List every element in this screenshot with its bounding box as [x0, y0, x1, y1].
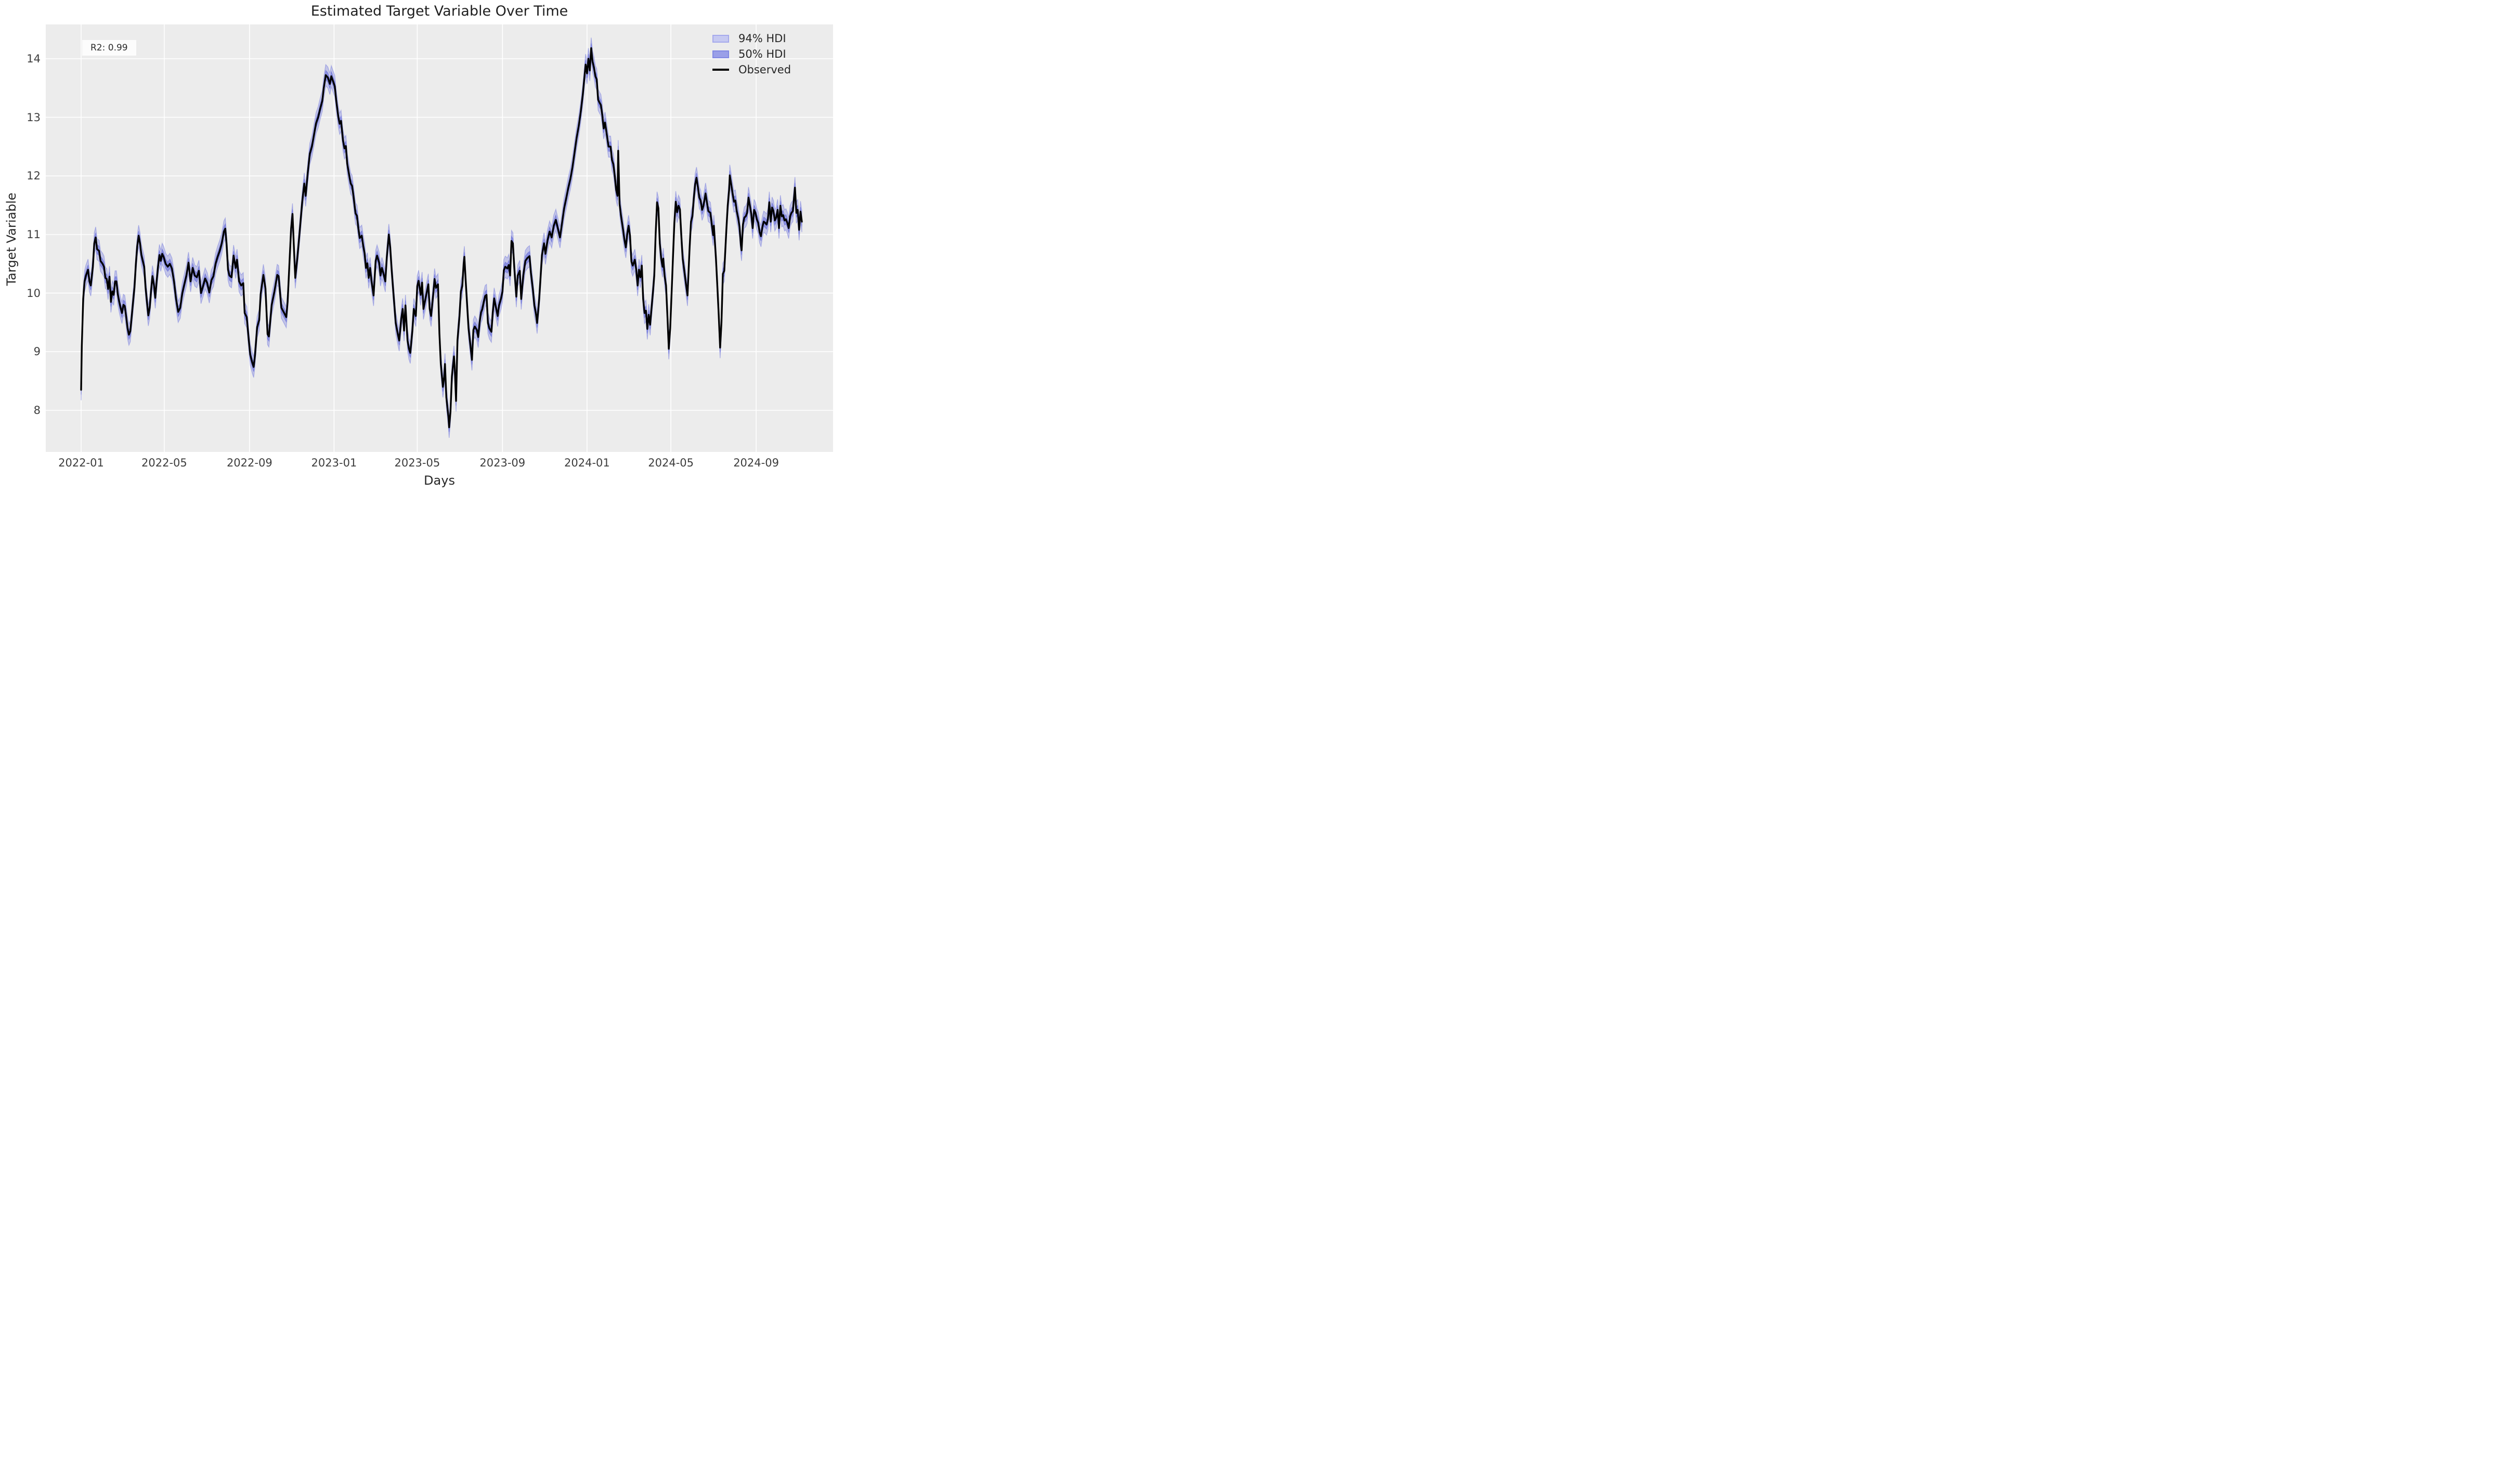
plot-svg [46, 24, 833, 452]
x-tick-label: 2023-01 [311, 457, 357, 469]
x-tick-label: 2024-01 [564, 457, 610, 469]
x-tick-label: 2022-01 [58, 457, 104, 469]
y-tick-label: 10 [27, 287, 41, 300]
observed-line-swatch-icon [712, 66, 729, 74]
y-tick-label: 11 [27, 228, 41, 241]
x-axis-label: Days [424, 473, 455, 488]
x-tick-label: 2022-09 [226, 457, 272, 469]
y-tick-label: 14 [27, 52, 41, 65]
figure: Estimated Target Variable Over Time Targ… [0, 0, 840, 494]
x-tick-label: 2023-05 [394, 457, 440, 469]
y-axis-label: Target Variable [4, 192, 19, 286]
y-tick-label: 9 [33, 345, 41, 358]
r2-annotation: R2: 0.99 [82, 40, 136, 56]
legend: 94% HDI 50% HDI Observed [712, 31, 791, 77]
plot-area: R2: 0.99 94% HDI 50% HDI Observed [46, 24, 833, 452]
y-tick-label: 12 [27, 170, 41, 183]
legend-label: Observed [738, 63, 791, 76]
hdi-50-swatch-icon [712, 50, 729, 58]
legend-item-50-hdi: 50% HDI [712, 46, 791, 62]
y-tick-label: 13 [27, 111, 41, 124]
chart-title: Estimated Target Variable Over Time [310, 3, 568, 19]
legend-label: 94% HDI [738, 32, 786, 45]
x-tick-label: 2022-05 [141, 457, 187, 469]
legend-item-94-hdi: 94% HDI [712, 31, 791, 46]
y-tick-label: 8 [33, 404, 41, 417]
x-tick-label: 2024-05 [648, 457, 694, 469]
legend-item-observed: Observed [712, 62, 791, 77]
x-tick-label: 2024-09 [733, 457, 779, 469]
hdi-94-swatch-icon [712, 34, 729, 43]
legend-label: 50% HDI [738, 48, 786, 60]
x-tick-label: 2023-09 [479, 457, 526, 469]
